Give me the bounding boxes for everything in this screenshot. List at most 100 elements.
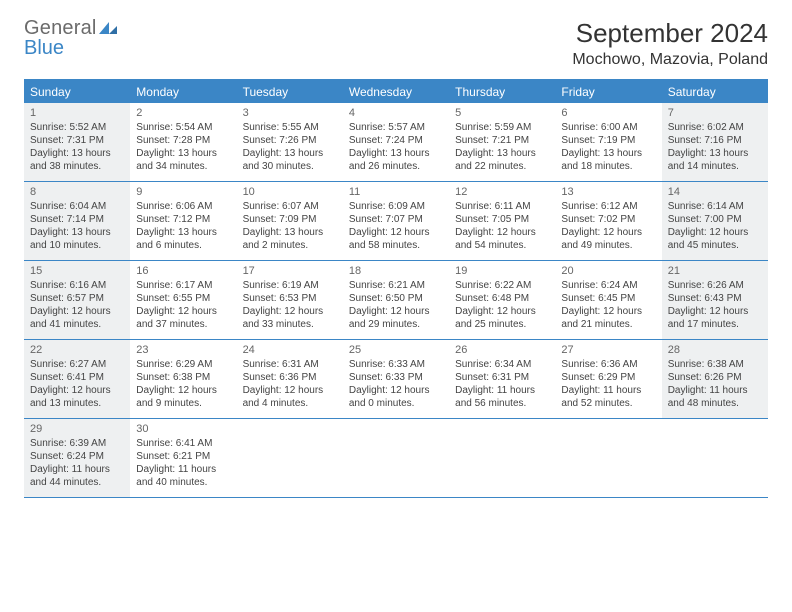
day-line: Daylight: 12 hours	[349, 384, 443, 397]
day-number: 11	[349, 185, 443, 199]
day-line: Sunset: 6:41 PM	[30, 371, 124, 384]
day-number: 18	[349, 264, 443, 278]
location-text: Mochowo, Mazovia, Poland	[572, 51, 768, 69]
day-number: 13	[561, 185, 655, 199]
day-cell: 20Sunrise: 6:24 AMSunset: 6:45 PMDayligh…	[555, 261, 661, 339]
day-line: Sunrise: 6:22 AM	[455, 279, 549, 292]
day-line: and 37 minutes.	[136, 318, 230, 331]
day-line: Daylight: 12 hours	[349, 305, 443, 318]
day-line: Sunrise: 6:39 AM	[30, 437, 124, 450]
day-line: and 4 minutes.	[243, 397, 337, 410]
day-number: 15	[30, 264, 124, 278]
day-line: Daylight: 12 hours	[349, 226, 443, 239]
day-line: Sunrise: 6:00 AM	[561, 121, 655, 134]
day-line: Daylight: 11 hours	[668, 384, 762, 397]
day-number: 27	[561, 343, 655, 357]
day-line: and 2 minutes.	[243, 239, 337, 252]
day-line: Sunset: 7:05 PM	[455, 213, 549, 226]
day-line: Sunrise: 6:17 AM	[136, 279, 230, 292]
day-line: Sunrise: 6:16 AM	[30, 279, 124, 292]
day-line: Sunrise: 6:33 AM	[349, 358, 443, 371]
day-number: 8	[30, 185, 124, 199]
day-number: 23	[136, 343, 230, 357]
day-cell	[662, 419, 768, 497]
day-line: Daylight: 11 hours	[561, 384, 655, 397]
day-line: and 56 minutes.	[455, 397, 549, 410]
day-line: Sunrise: 6:27 AM	[30, 358, 124, 371]
day-cell: 25Sunrise: 6:33 AMSunset: 6:33 PMDayligh…	[343, 340, 449, 418]
day-line: Sunrise: 5:59 AM	[455, 121, 549, 134]
day-line: Sunrise: 6:21 AM	[349, 279, 443, 292]
day-cell: 24Sunrise: 6:31 AMSunset: 6:36 PMDayligh…	[237, 340, 343, 418]
day-line: Sunset: 7:26 PM	[243, 134, 337, 147]
day-cell: 6Sunrise: 6:00 AMSunset: 7:19 PMDaylight…	[555, 103, 661, 181]
day-cell	[343, 419, 449, 497]
day-line: Daylight: 12 hours	[30, 384, 124, 397]
weekday-mon: Monday	[130, 81, 236, 103]
week-row: 15Sunrise: 6:16 AMSunset: 6:57 PM Dayligh…	[24, 261, 768, 340]
day-line: and 30 minutes.	[243, 160, 337, 173]
day-cell: 29Sunrise: 6:39 AMSunset: 6:24 PMDayligh…	[24, 419, 130, 497]
day-line: Sunrise: 6:29 AM	[136, 358, 230, 371]
day-cell: 15Sunrise: 6:16 AMSunset: 6:57 PMDayligh…	[24, 261, 130, 339]
day-number: 17	[243, 264, 337, 278]
day-line: Sunrise: 6:11 AM	[455, 200, 549, 213]
day-line: Sunset: 6:57 PM	[30, 292, 124, 305]
day-line: Sunrise: 5:52 AM	[30, 121, 124, 134]
day-line: and 52 minutes.	[561, 397, 655, 410]
day-number: 3	[243, 106, 337, 120]
day-line: Daylight: 13 hours	[243, 147, 337, 160]
day-line: Sunset: 7:19 PM	[561, 134, 655, 147]
day-line: Sunrise: 6:36 AM	[561, 358, 655, 371]
week-row: 29Sunrise: 6:39 AMSunset: 6:24 PMDayligh…	[24, 419, 768, 498]
day-line: Daylight: 13 hours	[349, 147, 443, 160]
day-number: 25	[349, 343, 443, 357]
day-line: Daylight: 12 hours	[136, 305, 230, 318]
day-line: and 14 minutes.	[668, 160, 762, 173]
day-line: Sunrise: 6:06 AM	[136, 200, 230, 213]
day-line: Sunrise: 5:57 AM	[349, 121, 443, 134]
day-number: 28	[668, 343, 762, 357]
day-line: Daylight: 13 hours	[136, 226, 230, 239]
day-line: Sunset: 7:31 PM	[30, 134, 124, 147]
day-line: Daylight: 11 hours	[30, 463, 124, 476]
day-line: Daylight: 13 hours	[30, 147, 124, 160]
week-row: 1Sunrise: 5:52 AMSunset: 7:31 PMDaylight…	[24, 103, 768, 182]
day-line: Sunrise: 6:09 AM	[349, 200, 443, 213]
day-line: and 48 minutes.	[668, 397, 762, 410]
day-line: Sunrise: 6:04 AM	[30, 200, 124, 213]
logo-word1: General	[24, 17, 97, 39]
day-number: 5	[455, 106, 549, 120]
day-number: 26	[455, 343, 549, 357]
day-line: and 10 minutes.	[30, 239, 124, 252]
day-line: Sunrise: 6:41 AM	[136, 437, 230, 450]
day-cell: 28Sunrise: 6:38 AMSunset: 6:26 PMDayligh…	[662, 340, 768, 418]
day-line: Sunrise: 6:24 AM	[561, 279, 655, 292]
day-line: Sunset: 7:14 PM	[30, 213, 124, 226]
day-number: 7	[668, 106, 762, 120]
day-line: Sunset: 7:07 PM	[349, 213, 443, 226]
day-cell: 21Sunrise: 6:26 AMSunset: 6:43 PMDayligh…	[662, 261, 768, 339]
day-line: Daylight: 12 hours	[243, 384, 337, 397]
day-cell	[555, 419, 661, 497]
logo-text: General Blue	[24, 18, 117, 58]
day-number: 1	[30, 106, 124, 120]
title-block: September 2024 Mochowo, Mazovia, Poland	[572, 18, 768, 69]
day-line: Sunrise: 6:07 AM	[243, 200, 337, 213]
day-line: Sunset: 6:45 PM	[561, 292, 655, 305]
day-cell: 16Sunrise: 6:17 AMSunset: 6:55 PMDayligh…	[130, 261, 236, 339]
day-line: Sunset: 7:02 PM	[561, 213, 655, 226]
day-line: Sunset: 7:21 PM	[455, 134, 549, 147]
day-line: Sunrise: 6:26 AM	[668, 279, 762, 292]
day-line: and 49 minutes.	[561, 239, 655, 252]
day-line: and 40 minutes.	[136, 476, 230, 489]
day-line: Daylight: 13 hours	[455, 147, 549, 160]
day-line: Sunrise: 6:19 AM	[243, 279, 337, 292]
weeks-container: 1Sunrise: 5:52 AMSunset: 7:31 PMDaylight…	[24, 103, 768, 498]
day-line: Sunset: 7:12 PM	[136, 213, 230, 226]
day-line: and 45 minutes.	[668, 239, 762, 252]
day-line: Sunrise: 6:31 AM	[243, 358, 337, 371]
week-row: 8Sunrise: 6:04 AMSunset: 7:14 PM Daylight…	[24, 182, 768, 261]
day-line: and 21 minutes.	[561, 318, 655, 331]
day-line: Sunset: 6:31 PM	[455, 371, 549, 384]
